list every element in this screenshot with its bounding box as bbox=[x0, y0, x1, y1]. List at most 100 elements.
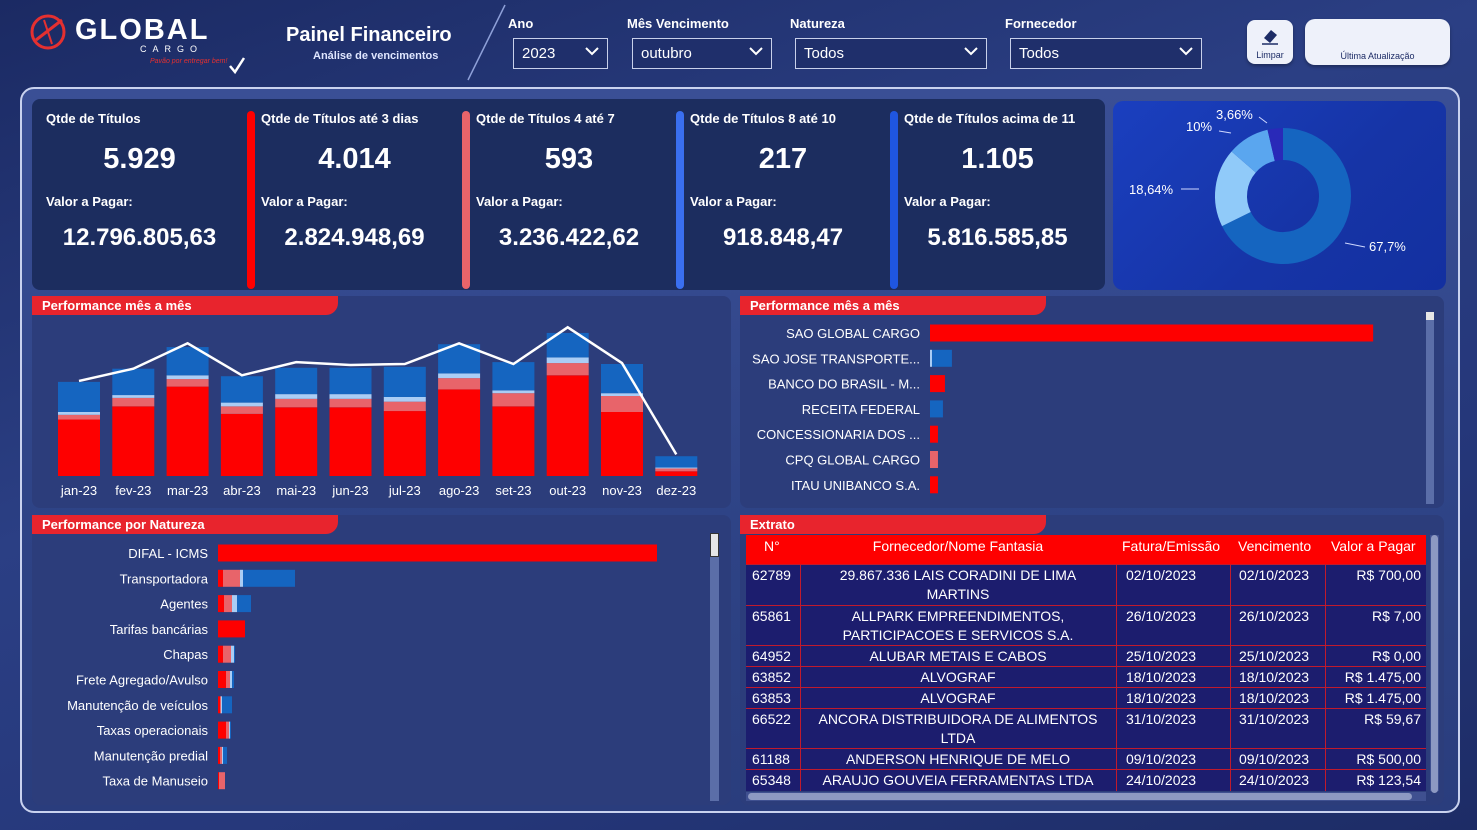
trend-line bbox=[78, 325, 678, 455]
column-separator bbox=[1230, 565, 1231, 791]
donut-chart: 67,7% 18,64% 10% 3,66% bbox=[1129, 107, 1406, 264]
extrato-header-row: N° Fornecedor/Nome Fantasia Fatura/Emiss… bbox=[746, 535, 1426, 565]
cell-valor: R$ 1.475,00 bbox=[1344, 690, 1421, 706]
natureza-scroll-thumb[interactable] bbox=[710, 533, 719, 557]
supplier-panel: Performance mês a mês SAO GLOBAL CARGO SA… bbox=[740, 296, 1444, 508]
row-separator bbox=[746, 769, 1426, 770]
cell-numero: 64952 bbox=[752, 648, 791, 664]
bar-segment bbox=[601, 412, 643, 476]
column-separator bbox=[1116, 565, 1117, 791]
clear-filters-label: Limpar bbox=[1256, 50, 1284, 60]
bar-segment bbox=[223, 645, 231, 663]
category-label: ITAU UNIBANCO S.A. bbox=[791, 478, 920, 493]
bar-segment bbox=[220, 376, 263, 403]
bar-segment bbox=[221, 696, 222, 714]
kpi-value: 918.848,47 bbox=[722, 224, 844, 251]
filter-fornecedor-select[interactable]: Todos bbox=[1010, 38, 1202, 69]
bar-segment bbox=[220, 406, 263, 414]
bar-segment bbox=[931, 349, 952, 367]
col-header-valor[interactable]: Valor a Pagar bbox=[1331, 538, 1416, 554]
cell-vencimento: 09/10/2023 bbox=[1239, 751, 1310, 767]
clear-filters-button[interactable]: Limpar bbox=[1247, 20, 1293, 64]
kpi-value: 3.236.422,62 bbox=[498, 224, 640, 251]
table-row[interactable]: 61188 ANDERSON HENRIQUE DE MELO 09/10/2023… bbox=[746, 749, 1426, 770]
bar-segment bbox=[243, 569, 295, 587]
extrato-vscrollbar[interactable] bbox=[1430, 535, 1439, 793]
bar-segment bbox=[220, 413, 263, 476]
table-row[interactable]: 64952 ALUBAR METAIS E CABOS 25/10/2023 25/1… bbox=[746, 646, 1426, 667]
bar-segment bbox=[383, 396, 426, 402]
filter-mes-select[interactable]: outubro bbox=[632, 38, 772, 69]
kpi-value: 5.816.585,85 bbox=[927, 224, 1068, 251]
filter-ano-select[interactable]: 2023 bbox=[513, 38, 608, 69]
table-row[interactable]: 62789 29.867.336 LAIS CORADINI DE LIMA 02/… bbox=[746, 565, 1426, 605]
extrato-hscrollbar[interactable] bbox=[746, 792, 1426, 801]
category-label: Taxas operacionais bbox=[97, 723, 209, 738]
bar-segment bbox=[930, 476, 938, 494]
cell-vencimento: 24/10/2023 bbox=[1239, 772, 1310, 788]
donut-slice bbox=[1215, 151, 1257, 227]
bar-segment bbox=[383, 411, 426, 476]
chevron-down-icon bbox=[585, 47, 599, 56]
bar-segment bbox=[232, 595, 237, 613]
table-row[interactable]: 65348 ARAUJO GOUVEIA FERRAMENTAS LTDA 24/1… bbox=[746, 770, 1426, 791]
bar-segment bbox=[218, 595, 224, 613]
cell-fornecedor-line2: LTDA bbox=[940, 730, 976, 746]
last-update-label: Última Atualização bbox=[1340, 51, 1415, 61]
last-update-button[interactable]: Última Atualização bbox=[1305, 19, 1450, 65]
x-tick-label: dez-23 bbox=[656, 483, 696, 498]
col-header-fornecedor[interactable]: Fornecedor/Nome Fantasia bbox=[872, 538, 1044, 554]
category-label: CPQ GLOBAL CARGO bbox=[785, 453, 920, 468]
cell-fatura: 24/10/2023 bbox=[1126, 772, 1197, 788]
kpi-title: Qtde de Títulos acima de 11 bbox=[904, 111, 1076, 126]
category-label: SAO GLOBAL CARGO bbox=[786, 326, 920, 341]
table-row[interactable]: 66522 ANCORA DISTRIBUIDORA DE ALIMENTOS 31… bbox=[746, 709, 1426, 749]
kpi-accent-bar bbox=[676, 111, 684, 289]
row-separator bbox=[746, 748, 1426, 749]
kpi-accent-bar bbox=[247, 111, 255, 289]
x-tick-label: jul-23 bbox=[388, 483, 421, 498]
category-label: DIFAL - ICMS bbox=[128, 546, 208, 561]
cell-numero: 66522 bbox=[752, 711, 791, 727]
col-header-vencimento[interactable]: Vencimento bbox=[1238, 538, 1312, 554]
x-tick-label: abr-23 bbox=[223, 483, 261, 498]
donut-card: 67,7% 18,64% 10% 3,66% bbox=[1113, 101, 1446, 290]
bar-segment bbox=[230, 721, 231, 739]
bar-segment bbox=[112, 406, 155, 476]
bar-segment bbox=[492, 390, 535, 394]
column-separator bbox=[800, 565, 801, 791]
header-divider bbox=[467, 4, 506, 81]
cell-vencimento: 26/10/2023 bbox=[1239, 608, 1310, 624]
cell-fornecedor: ARAUJO GOUVEIA FERRAMENTAS LTDA bbox=[822, 772, 1094, 788]
natureza-scrollbar[interactable] bbox=[710, 533, 719, 801]
cell-valor: R$ 7,00 bbox=[1371, 608, 1421, 624]
bar-segment bbox=[492, 406, 535, 476]
table-row[interactable]: 65861 ALLPARK EMPREENDIMENTOS, 26/10/2023 2… bbox=[746, 606, 1426, 646]
donut-leader-line bbox=[1218, 130, 1232, 134]
kpi-ate-3-dias: Qtde de Títulos até 3 dias 4.014 Valor a… bbox=[247, 99, 462, 290]
supplier-scrollbar[interactable] bbox=[1426, 312, 1434, 504]
page-title: Painel Financeiro bbox=[286, 24, 452, 46]
extrato-hscroll-thumb[interactable] bbox=[748, 793, 1412, 800]
page-subtitle: Análise de vencimentos bbox=[313, 50, 439, 62]
supplier-scroll-thumb[interactable] bbox=[1426, 312, 1434, 320]
cell-valor: R$ 59,67 bbox=[1364, 711, 1421, 727]
extrato-vscroll-thumb[interactable] bbox=[1431, 535, 1438, 793]
category-label: CONCESSIONARIA DOS ... bbox=[757, 427, 920, 442]
col-header-fatura[interactable]: Fatura/Emissão bbox=[1122, 538, 1221, 554]
bar-segment bbox=[601, 396, 643, 412]
col-header-numero[interactable]: N° bbox=[764, 538, 780, 554]
filter-natureza-select[interactable]: Todos bbox=[795, 38, 987, 69]
cell-vencimento: 18/10/2023 bbox=[1239, 669, 1310, 685]
bar-segment bbox=[166, 386, 209, 476]
kpi-title: Qtde de Títulos bbox=[46, 111, 141, 126]
table-row[interactable]: 63853 ALVOGRAF 18/10/2023 18/10/2023 R$ 1.47… bbox=[746, 688, 1426, 709]
bar-segment bbox=[229, 721, 230, 739]
chevron-down-icon bbox=[749, 47, 763, 56]
table-row[interactable]: 63852 ALVOGRAF 18/10/2023 18/10/2023 R$ 1.47… bbox=[746, 667, 1426, 688]
row-separator bbox=[746, 605, 1426, 606]
natureza-title: Performance por Natureza bbox=[32, 515, 338, 534]
cell-fatura: 02/10/2023 bbox=[1126, 567, 1197, 583]
kpi-acima-11: Qtde de Títulos acima de 11 1.105 Valor … bbox=[890, 99, 1105, 290]
kpi-value-label: Valor a Pagar: bbox=[476, 194, 563, 209]
